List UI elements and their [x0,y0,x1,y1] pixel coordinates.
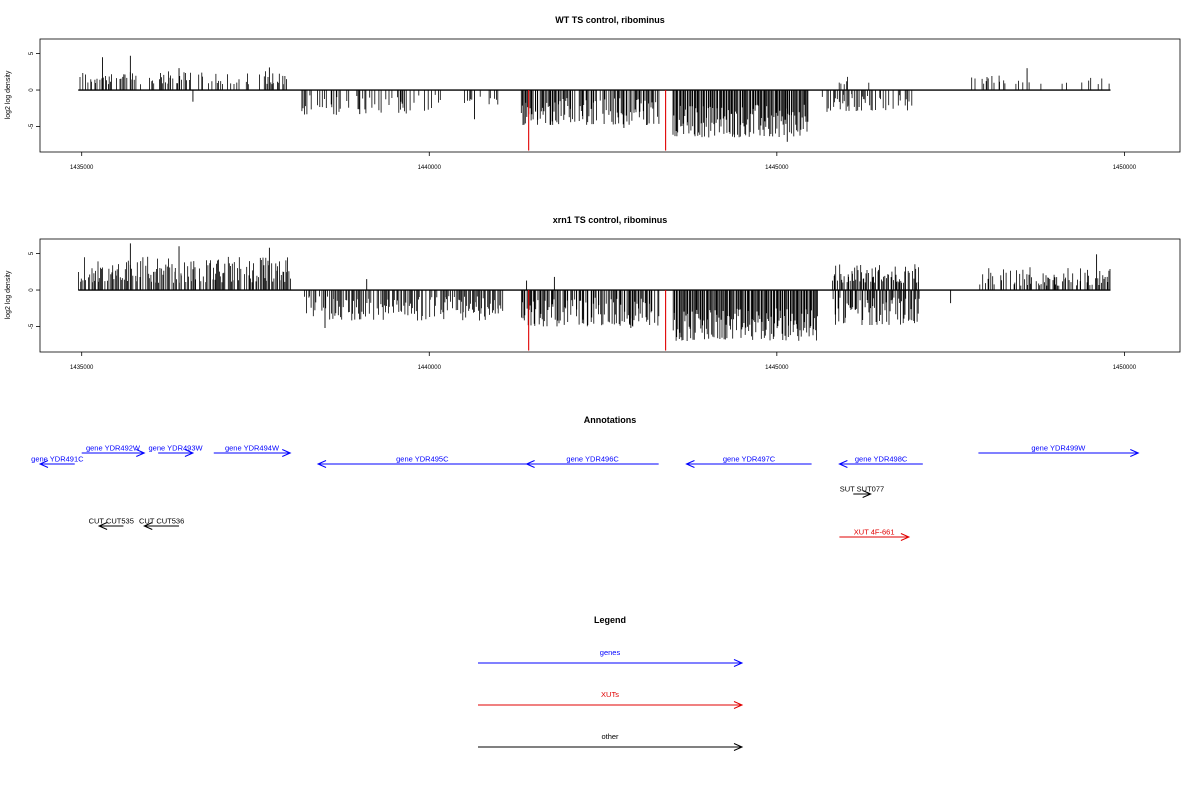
wt-panel: WT TS control, ribominus log2 log densit… [5,15,1181,171]
legend: Legend genes XUTs other [478,615,744,751]
feature-label: gene YDR497C [723,455,776,464]
feature-arrowhead [838,460,848,468]
xrn1-plot-area: -5 0 5 1435000 1440000 1445000 1450000 [29,238,1181,371]
feature-arrowhead [38,460,49,468]
x-tick-label: 1435000 [70,165,94,171]
plot-frame [39,238,1181,353]
density-bars [78,243,1111,341]
y-tick-label: -5 [29,323,35,329]
x-tick-label: 1440000 [418,165,442,171]
legend-arrowhead [733,659,744,667]
feature-label: gene YDR494W [225,444,280,453]
wt-y-axis-label: log2 log density [5,70,12,119]
feature-label: XUT 4F-661 [854,528,895,537]
y-tick-label: -5 [29,123,35,129]
legend-arrowhead [733,701,744,709]
xrn1-panel: xrn1 TS control, ribominus log2 log dens… [5,215,1181,371]
x-tick-label: 1440000 [418,365,442,371]
feature-label: gene YDR496C [566,455,619,464]
annotations-title: Annotations [584,415,637,425]
x-tick-label: 1445000 [765,365,789,371]
feature-arrowhead [97,522,108,530]
y-tick-label: 5 [29,251,35,255]
feature-label: SUT SUT077 [840,485,884,494]
feature-label: CUT CUT535 [89,517,134,526]
feature-label: CUT CUT536 [139,517,184,526]
x-tick-label: 1435000 [70,365,94,371]
wt-panel-title: WT TS control, ribominus [555,15,665,25]
legend-label: other [601,732,619,741]
legend-title: Legend [594,615,626,625]
feature-arrowhead [184,449,195,457]
feature-label: gene YDR499W [1031,444,1086,453]
feature-label: gene YDR495C [396,455,449,464]
feature-arrowhead [282,449,292,457]
y-tick-label: 0 [29,88,35,92]
feature-arrowhead [143,522,153,530]
wt-plot-area: -5 0 5 1435000 1440000 1445000 1450000 [29,38,1181,171]
x-tick-label: 1445000 [765,165,789,171]
plot-frame [39,38,1181,153]
x-tick-label: 1450000 [1113,365,1137,371]
density-bars [79,55,1110,142]
y-tick-label: 0 [29,288,35,292]
feature-label: gene YDR498C [855,455,908,464]
xrn1-y-axis-label: log2 log density [5,270,12,319]
feature-label: gene YDR491C [31,455,84,464]
x-tick-label: 1450000 [1113,165,1137,171]
feature-arrowhead [316,460,327,468]
feature-arrowhead [900,533,911,541]
legend-label: XUTs [601,690,619,699]
feature-arrowhead [525,460,535,468]
legend-arrowhead [733,743,744,751]
feature-arrowhead [136,449,146,457]
feature-arrowhead [1130,449,1140,457]
y-tick-label: 5 [29,51,35,55]
feature-label: gene YDR492W [86,444,141,453]
xrn1-panel-title: xrn1 TS control, ribominus [553,215,668,225]
legend-label: genes [600,648,621,657]
feature-arrowhead [685,460,695,468]
feature-label: gene YDR493W [149,444,204,453]
feature-arrowhead [862,490,872,498]
